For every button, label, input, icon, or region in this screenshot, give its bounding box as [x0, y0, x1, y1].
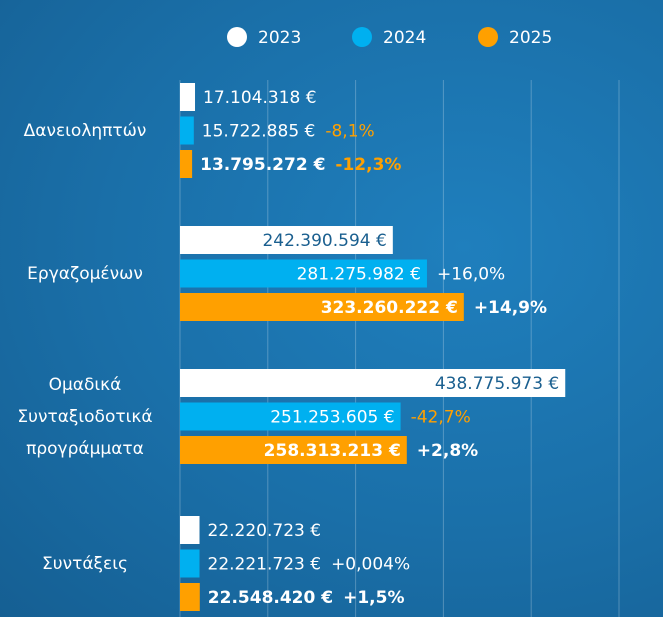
value-label: 22.548.420 € — [208, 588, 333, 608]
category-label: Δανειοληπτών — [0, 115, 170, 147]
value-label: 281.275.982 € — [297, 265, 421, 285]
change-label: -12,3% — [335, 155, 401, 175]
legend-label: 2024 — [383, 28, 426, 48]
value-label: 242.390.594 € — [262, 231, 386, 251]
value-label: 13.795.272 € — [200, 155, 325, 175]
value-label: 323.260.222 € — [321, 298, 458, 318]
change-label: +0,004% — [331, 555, 410, 575]
legend-label: 2025 — [509, 28, 552, 48]
bar — [180, 150, 192, 178]
legend-label: 2023 — [258, 28, 301, 48]
bar — [180, 516, 200, 544]
change-label: -8,1% — [325, 122, 374, 142]
bar — [180, 583, 200, 611]
value-label: 17.104.318 € — [203, 88, 317, 108]
change-label: -42,7% — [411, 408, 471, 428]
bar — [180, 83, 195, 111]
value-label: 251.253.605 € — [270, 408, 394, 428]
legend-swatch — [352, 27, 372, 47]
value-label: 15.722.885 € — [202, 122, 316, 142]
change-label: +1,5% — [343, 588, 404, 608]
value-label: 22.221.723 € — [208, 555, 322, 575]
page: 2023 2024 2025 17.104.318 € 15.722.885 € -8,1… — [0, 0, 663, 617]
legend-swatch — [478, 27, 498, 47]
category-label: Ομαδικά Συνταξιοδοτικά προγράμματα — [0, 369, 170, 465]
value-label: 258.313.213 € — [264, 441, 401, 461]
category-label: Συντάξεις — [0, 548, 170, 580]
category-label: Εργαζομένων — [0, 258, 170, 290]
bar — [180, 550, 200, 578]
change-label: +16,0% — [437, 265, 505, 285]
legend-swatch — [227, 27, 247, 47]
change-label: +2,8% — [417, 441, 478, 461]
bar — [180, 117, 194, 145]
chart: 2023 2024 2025 17.104.318 € 15.722.885 € -8,1… — [0, 0, 663, 617]
value-label: 22.220.723 € — [208, 521, 322, 541]
value-label: 438.775.973 € — [435, 374, 559, 394]
change-label: +14,9% — [474, 298, 547, 318]
